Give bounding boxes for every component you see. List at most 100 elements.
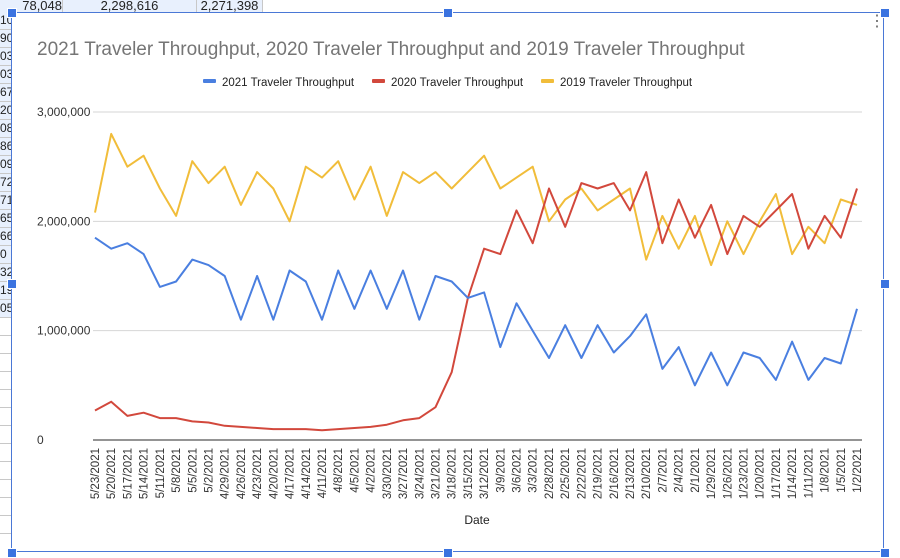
x-tick-label: 4/5/2021 [349,448,361,493]
x-tick-label: 3/21/2021 [430,448,442,499]
x-tick-label: 1/23/2021 [739,448,751,499]
x-tick-label: 1/11/2021 [803,448,815,498]
legend-swatch [372,79,385,83]
x-tick-label: 4/26/2021 [236,448,248,499]
x-tick-label: 4/17/2021 [285,448,297,499]
x-tick-label: 4/29/2021 [220,448,232,499]
cell[interactable]: 72 [0,174,11,192]
y-tick-label: 0 [37,433,44,447]
y-tick-label: 1,000,000 [37,324,91,338]
cell[interactable] [0,336,11,354]
x-tick-label: 4/2/2021 [366,448,378,493]
x-tick-label: 3/18/2021 [447,448,459,499]
x-axis-title: Date [464,513,490,527]
cell[interactable] [0,498,11,516]
cell[interactable]: 05 [0,300,11,318]
x-tick-label: 4/14/2021 [301,448,313,499]
cell[interactable] [0,372,11,390]
cell[interactable]: 66 [0,228,11,246]
x-tick-label: 1/14/2021 [787,448,799,499]
resize-handle-top[interactable] [443,8,453,18]
cell[interactable] [0,318,11,336]
cell[interactable] [0,462,11,480]
x-tick-label: 3/6/2021 [512,448,524,493]
x-tick-label: 1/8/2021 [820,448,832,493]
x-tick-label: 2/28/2021 [544,448,556,499]
resize-handle-bottom-left[interactable] [7,548,17,558]
x-tick-label: 3/9/2021 [495,448,507,493]
x-tick-label: 3/15/2021 [463,448,475,499]
series-line-2020 [94,171,858,432]
resize-handle-top-right[interactable] [880,8,890,18]
x-tick-label: 1/2/2021 [852,448,864,493]
cell[interactable]: 86 [0,138,11,156]
x-tick-label: 2/4/2021 [674,448,686,493]
cell[interactable] [0,426,11,444]
x-tick-label: 5/14/2021 [139,448,151,499]
resize-handle-bottom-right[interactable] [880,548,890,558]
x-tick-label: 3/24/2021 [414,448,426,499]
cell[interactable]: 65 [0,210,11,228]
cell[interactable] [0,390,11,408]
x-tick-label: 5/2/2021 [203,448,215,493]
cell[interactable]: 10 [0,12,11,30]
x-tick-label: 2/1/2021 [690,448,702,493]
x-tick-label: 1/17/2021 [771,448,783,499]
cell[interactable]: 32 [0,264,11,282]
cell[interactable] [0,408,11,426]
x-tick-label: 1/5/2021 [836,448,848,493]
series-line-2019 [94,132,858,267]
x-tick-label: 3/3/2021 [528,448,540,493]
x-tick-label: 5/17/2021 [122,448,134,499]
x-tick-label: 2/16/2021 [609,448,621,499]
cell[interactable]: 90 [0,30,11,48]
x-tick-label: 5/11/2021 [155,448,167,498]
y-tick-label: 2,000,000 [37,214,91,228]
legend-swatch [541,79,554,83]
chart-title: 2021 Traveler Throughput, 2020 Traveler … [37,39,745,60]
cell[interactable]: 09 [0,156,11,174]
x-tick-label: 3/12/2021 [479,448,491,499]
cell[interactable] [0,480,11,498]
x-tick-label: 2/19/2021 [593,448,605,499]
x-tick-label: 1/29/2021 [706,448,718,499]
legend-label: 2021 Traveler Throughput [222,77,355,89]
cell[interactable] [0,354,11,372]
x-tick-label: 5/23/2021 [90,448,102,499]
x-tick-label: 5/8/2021 [171,448,183,493]
spreadsheet-left-column: 109003036720088609727165660321905 [0,12,11,534]
cell[interactable]: 03 [0,48,11,66]
y-tick-label: 3,000,000 [37,105,91,119]
x-tick-label: 3/27/2021 [398,448,410,499]
resize-handle-left[interactable] [7,279,17,289]
x-tick-label: 2/22/2021 [576,448,588,499]
cell[interactable]: 20 [0,102,11,120]
x-tick-label: 1/20/2021 [755,448,767,499]
resize-handle-top-left[interactable] [7,8,17,18]
cell[interactable]: 19 [0,282,11,300]
cell[interactable] [0,444,11,462]
legend-label: 2020 Traveler Throughput [391,77,524,89]
cell[interactable]: 67 [0,84,11,102]
x-tick-label: 4/8/2021 [333,448,345,493]
cell[interactable]: 71 [0,192,11,210]
x-tick-label: 4/23/2021 [252,448,264,499]
x-tick-label: 5/20/2021 [106,448,118,499]
cell[interactable] [0,516,11,534]
series-line-2021 [94,236,858,387]
cell[interactable]: 03 [0,66,11,84]
x-tick-label: 2/10/2021 [641,448,653,499]
x-tick-label: 4/11/2021 [317,448,329,498]
cell[interactable]: 0 [0,246,11,264]
x-tick-label: 2/25/2021 [560,448,572,499]
x-tick-label: 1/26/2021 [722,448,734,499]
resize-handle-bottom[interactable] [443,548,453,558]
legend-swatch [203,79,216,83]
x-tick-label: 2/13/2021 [625,448,637,499]
resize-handle-right[interactable] [880,279,890,289]
cell[interactable]: 08 [0,120,11,138]
x-tick-label: 4/20/2021 [268,448,280,499]
x-tick-label: 5/5/2021 [187,448,199,493]
x-tick-label: 2/7/2021 [657,448,669,493]
